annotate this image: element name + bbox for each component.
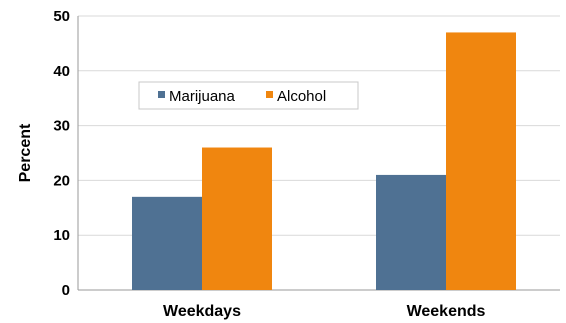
y-tick-label: 50 [53,8,70,25]
y-axis-title: Percent [17,123,34,182]
legend: Marijuana Alcohol [138,81,359,110]
bars [132,32,516,290]
legend-label-alcohol: Alcohol [277,88,326,105]
legend-swatch-alcohol [266,91,273,98]
x-category-labels: Weekdays Weekends [163,303,486,320]
legend-box [138,81,359,110]
legend-label-marijuana: Marijuana [169,88,236,105]
legend-swatch-marijuana [158,91,165,98]
y-tick-label: 0 [62,282,70,299]
y-tick-label: 10 [53,227,70,244]
bar-alcohol-weekdays [202,147,272,290]
bar-marijuana-weekdays [132,196,202,290]
bar-marijuana-weekends [376,174,446,290]
x-category-label: Weekends [407,303,486,320]
bar-alcohol-weekends [446,32,516,290]
y-tick-label: 40 [53,63,70,80]
y-tick-labels: 0 10 20 30 40 50 [53,8,70,299]
y-tick-label: 20 [53,172,70,189]
y-tick-label: 30 [53,118,70,135]
x-category-label: Weekdays [163,303,241,320]
